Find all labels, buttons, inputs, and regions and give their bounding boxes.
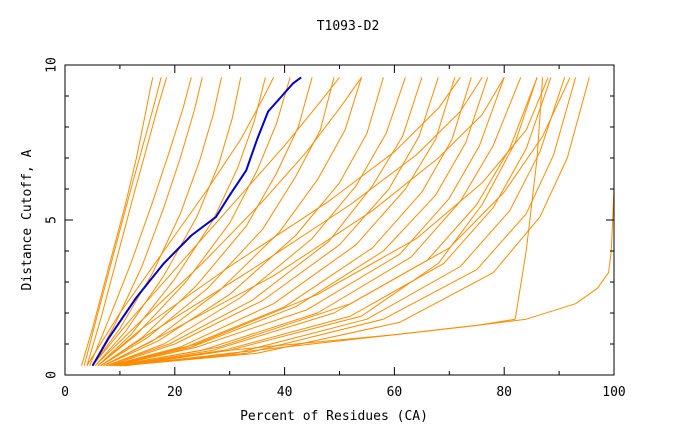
series-line-15 [106, 77, 423, 367]
series-line-17 [108, 77, 456, 367]
x-tick-label: 80 [496, 385, 512, 400]
series-line-26 [122, 77, 590, 367]
series-line-13 [103, 77, 384, 367]
axis-frame [64, 64, 615, 376]
series-line-7 [94, 77, 242, 367]
y-tick-label: 5 [45, 216, 60, 224]
series-line-25 [119, 77, 577, 367]
series-line-10 [100, 77, 313, 367]
y-tick-label: 0 [45, 371, 60, 379]
y-tick-label: 10 [45, 57, 60, 73]
series-line-30 [92, 77, 340, 367]
series-line-5 [92, 77, 203, 366]
series-line-14 [106, 77, 406, 367]
series-line-3 [86, 77, 168, 366]
series-line-37 [125, 77, 615, 367]
series-line-27 [97, 77, 461, 367]
x-tick-label: 60 [387, 385, 403, 400]
series-line-36 [125, 77, 544, 367]
series-line-21 [114, 77, 522, 367]
x-tick-label: 20 [167, 385, 183, 400]
series-line-23 [117, 77, 552, 367]
series-line-9 [97, 77, 291, 367]
chart-title-group: T1093-D2 [317, 19, 380, 34]
y-axis-ticks: 0 5 10 [45, 57, 614, 379]
series-line-16 [108, 77, 439, 367]
x-axis-ticks: 0 20 40 60 80 100 [61, 65, 626, 400]
x-tick-label: 40 [277, 385, 293, 400]
x-tick-label: 100 [602, 385, 625, 400]
series-line-6 [92, 77, 222, 366]
highlighted-series-line [91, 76, 302, 367]
series-line-19 [111, 77, 489, 367]
series-line-4 [89, 77, 192, 366]
series-line-20 [114, 77, 505, 367]
chart-title: T1093-D2 [317, 19, 380, 34]
series-line-1 [81, 77, 154, 366]
series-lines [81, 76, 615, 367]
series-line-32 [86, 77, 275, 366]
series-line-29 [103, 77, 505, 367]
series-line-24 [119, 77, 566, 367]
series-line-2 [83, 77, 162, 366]
series-line-31 [94, 77, 362, 367]
series-line-28 [100, 77, 483, 367]
series-line-11 [100, 77, 335, 367]
x-tick-label: 0 [61, 385, 69, 400]
y-axis-label: Distance Cutoff, A [20, 149, 35, 290]
x-axis-label: Percent of Residues (CA) [240, 409, 428, 424]
series-line-33 [108, 77, 549, 367]
plot-border [64, 64, 615, 376]
